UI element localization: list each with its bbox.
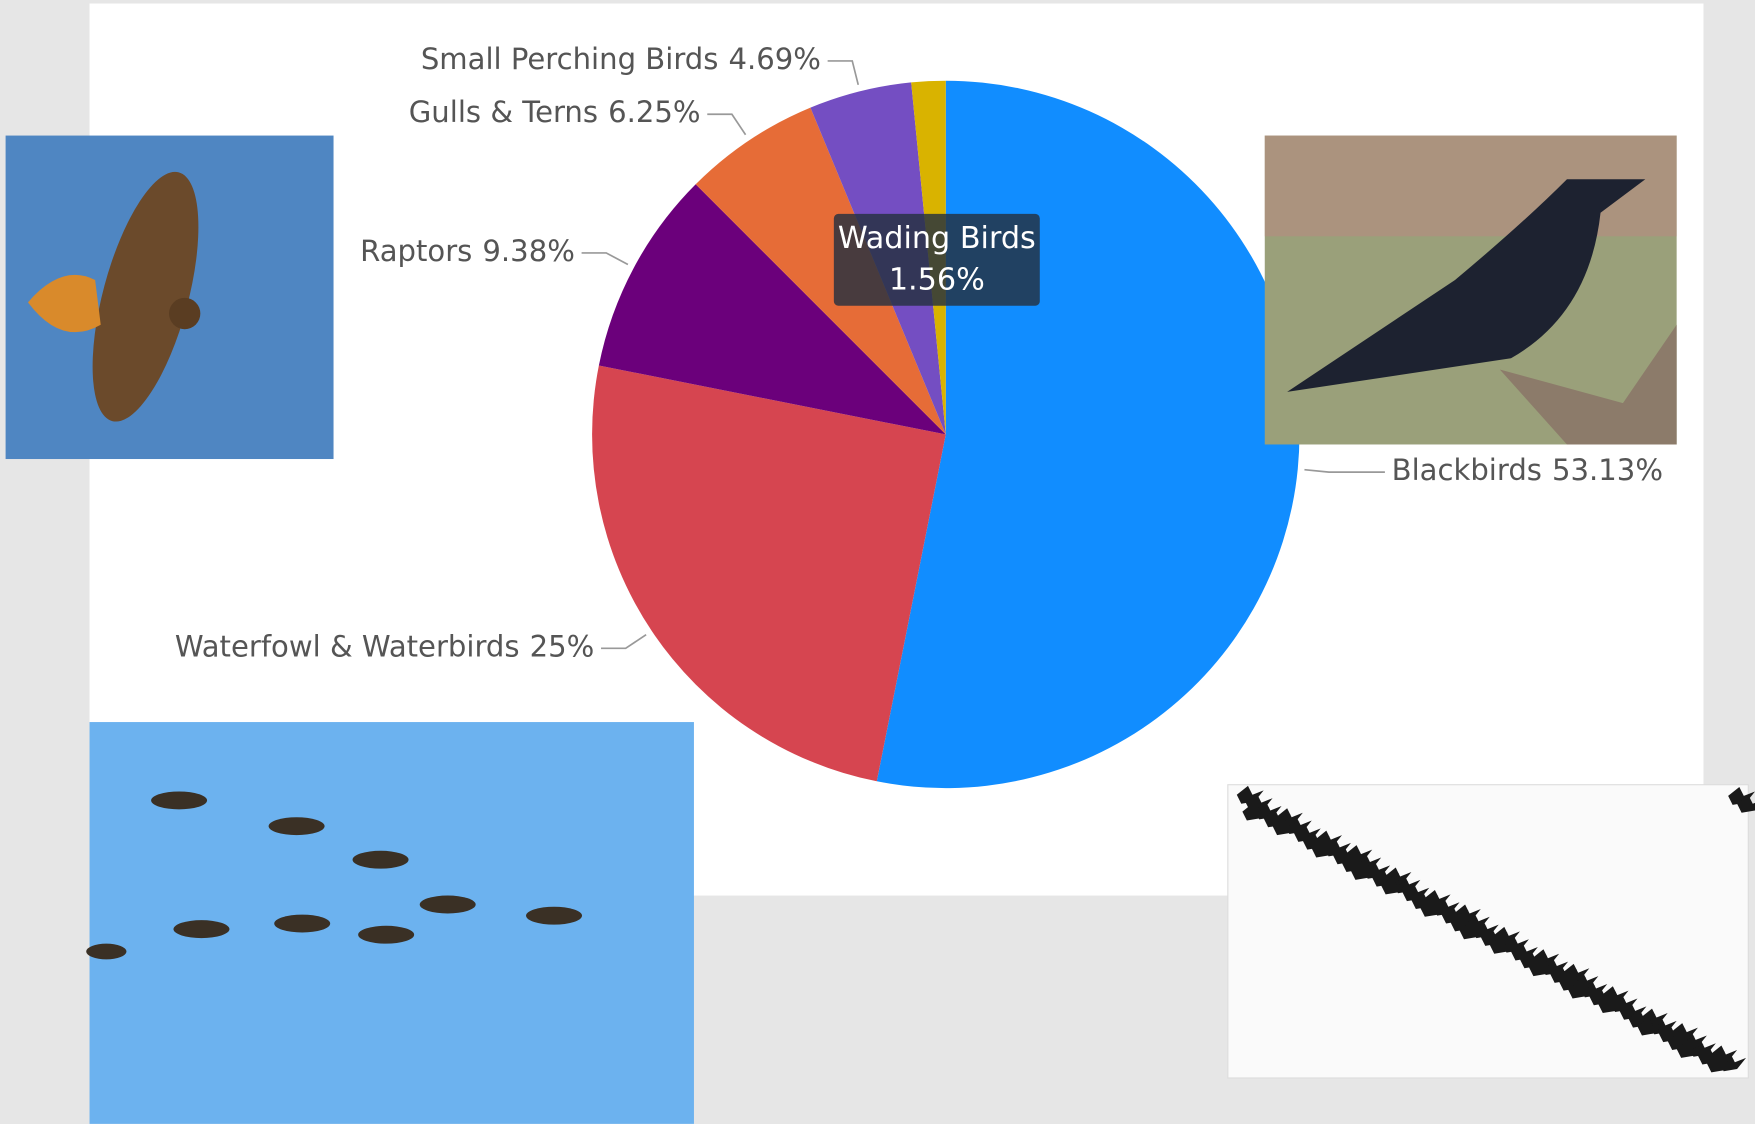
starling [1511,942,1538,961]
slice-value: 53.13% [1552,453,1663,487]
slice-value: 6.25% [608,95,700,129]
slice-label: Blackbirds 53.13% [1392,453,1663,487]
starling [1697,1046,1725,1065]
starling [1728,786,1755,805]
slice-value: 9.38% [482,234,574,268]
starling [1589,987,1617,1006]
slice-label: Raptors 9.38% [360,234,575,268]
starling [1242,802,1270,821]
leader-line [581,252,629,266]
starling [1450,913,1478,932]
slice-label: Small Perching Birds 4.69% [421,42,821,76]
slices [592,80,1300,789]
starling [1489,935,1517,954]
starling [1411,891,1439,909]
starling [1737,794,1755,813]
starling [1628,1009,1656,1028]
starling [1706,1054,1734,1073]
starling [1302,831,1330,850]
leader-line [707,113,747,136]
starling [1676,1039,1704,1058]
slice-category: Small Perching Birds [421,42,719,76]
leader-line [827,60,860,85]
starling [1568,980,1595,999]
starling [1402,883,1430,902]
starling [1236,785,1264,804]
starling [1311,839,1339,858]
starling [1667,1032,1695,1050]
starling [1333,846,1360,865]
pie-slice [598,184,946,435]
tooltip-value: 1.56% [889,263,985,298]
slice-value: 25% [530,629,595,663]
starling [1550,964,1578,983]
starling [1658,1024,1686,1043]
starling [1519,950,1547,969]
starling [1559,972,1586,991]
starling [1381,876,1409,895]
geese-photo [86,722,694,1124]
slice-category: Waterfowl & Waterbirds [175,629,520,663]
leader-line [601,633,647,650]
starling [1372,868,1400,887]
starling [1480,927,1508,946]
tooltip: Wading Birds 1.56% [833,213,1040,306]
hawk-photo [5,135,334,460]
starling [1528,958,1556,977]
starlings-photo [1227,784,1755,1079]
starling [1350,861,1378,880]
starling [1263,809,1291,828]
raven-photo [1264,135,1677,445]
starling [1420,898,1448,917]
starling [1637,1017,1665,1036]
slice-value: 4.69% [728,42,820,76]
tooltip-category: Wading Birds [838,221,1036,256]
starling [1293,823,1321,842]
slice-label: Waterfowl & Waterbirds 25% [175,629,594,663]
pie-slice [695,107,946,435]
starling [1459,921,1487,940]
slice-label: Gulls & Terns 6.25% [409,95,701,129]
pie-slice [592,365,946,782]
starling [1598,995,1626,1014]
leader-line [1304,468,1385,473]
labels: Blackbirds 53.13% Waterfowl & Waterbirds 25… [175,42,1663,663]
slice-category: Blackbirds [1392,453,1542,487]
starling [1341,854,1369,873]
slice-category: Gulls & Terns [409,95,598,129]
slice-category: Raptors [360,234,472,268]
starling [1619,1001,1647,1020]
starling [1441,905,1469,924]
starling [1272,817,1300,836]
